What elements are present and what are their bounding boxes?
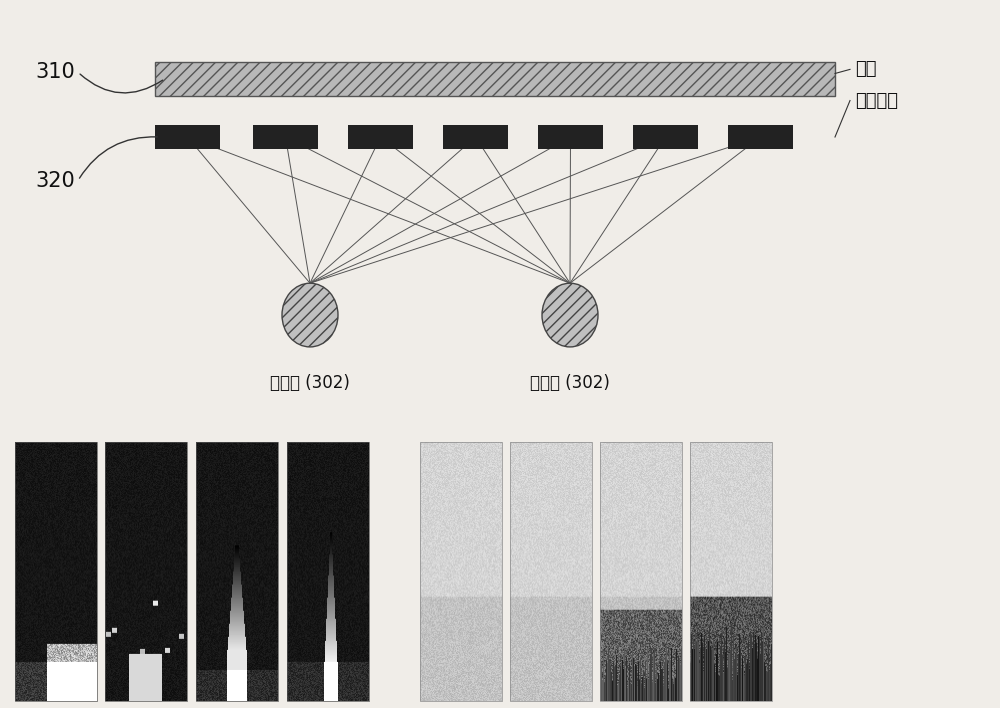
Ellipse shape [282, 283, 338, 347]
Text: 310: 310 [35, 62, 75, 82]
Bar [690, 442, 772, 701]
Bar [728, 125, 793, 149]
Text: 视差光栏: 视差光栏 [855, 91, 898, 110]
Bar [105, 442, 187, 701]
Text: 图像: 图像 [855, 60, 876, 79]
Bar [633, 125, 698, 149]
Bar [538, 125, 603, 149]
Text: 左视图 (302): 左视图 (302) [270, 374, 350, 392]
Bar [420, 442, 502, 701]
Bar [600, 442, 682, 701]
Text: 右视图 (302): 右视图 (302) [530, 374, 610, 392]
Bar [443, 125, 508, 149]
Bar [196, 442, 278, 701]
Bar [155, 125, 220, 149]
Bar [15, 442, 97, 701]
Bar [287, 442, 369, 701]
Ellipse shape [542, 283, 598, 347]
Bar [155, 62, 835, 96]
Bar [348, 125, 413, 149]
Text: 320: 320 [35, 171, 75, 190]
Bar [510, 442, 592, 701]
Bar [253, 125, 318, 149]
